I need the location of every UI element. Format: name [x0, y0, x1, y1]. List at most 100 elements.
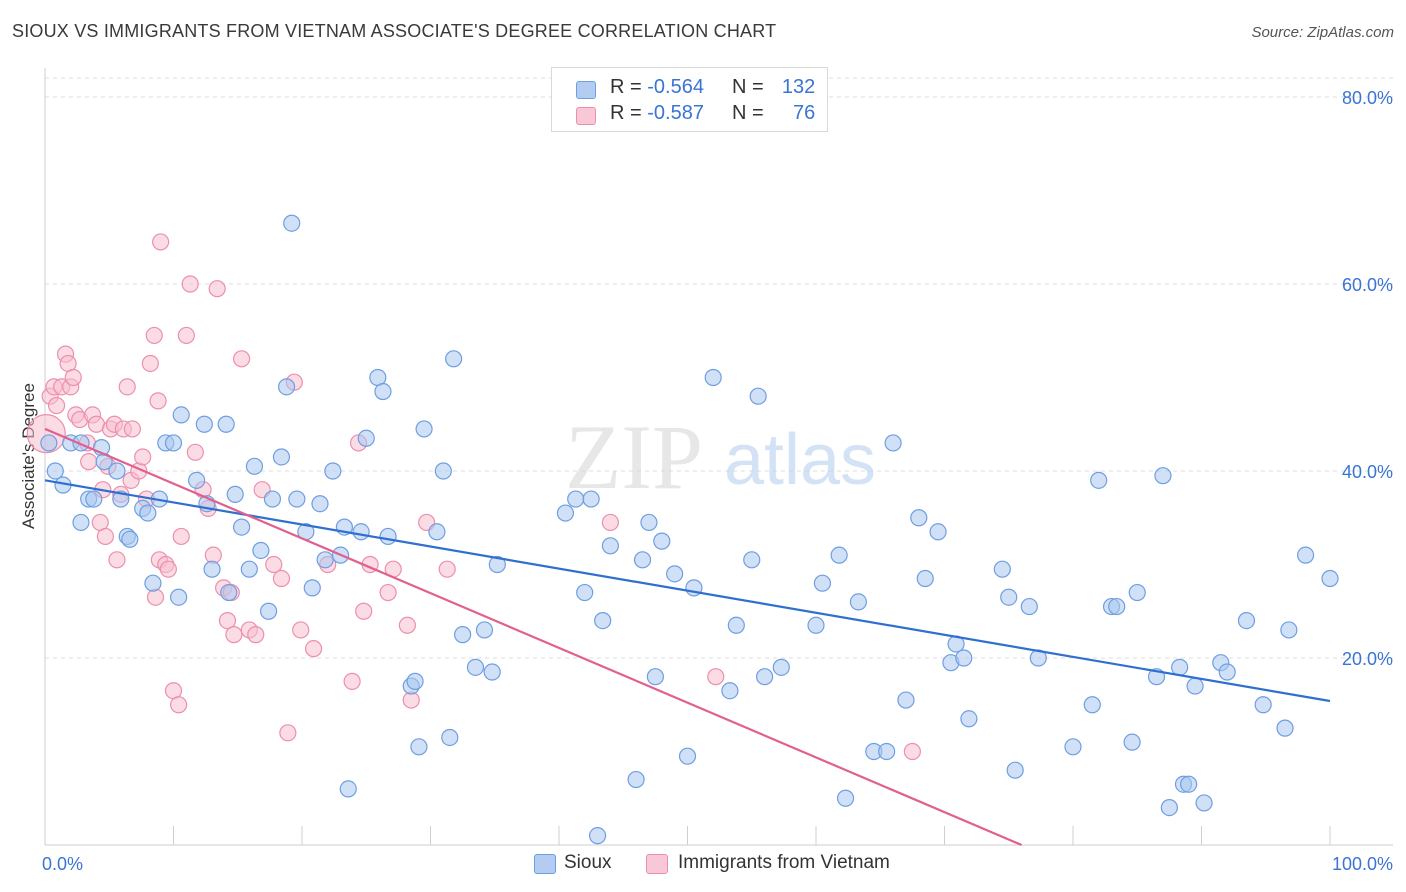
sioux-point — [727, 616, 745, 634]
vietnam-point — [181, 275, 199, 293]
sioux-point — [1237, 611, 1256, 630]
sioux-point — [220, 583, 238, 602]
vietnam-point — [355, 602, 373, 620]
chart-title: SIOUX VS IMMIGRANTS FROM VIETNAM ASSOCIA… — [12, 21, 777, 41]
vietnam-point — [304, 640, 323, 658]
vietnam-point — [64, 368, 82, 387]
r-stat-vietnam: R = -0.587 — [610, 102, 704, 124]
legend-swatch-sioux — [534, 854, 556, 874]
sioux-point — [263, 490, 282, 508]
sioux-point — [415, 420, 433, 438]
sioux-point — [272, 448, 291, 466]
sioux-point — [1186, 677, 1204, 695]
vietnam-point — [149, 392, 167, 410]
trend-line-sioux — [44, 479, 1331, 703]
sioux-point — [910, 509, 928, 527]
vietnam-point — [108, 551, 126, 569]
sioux-point — [721, 682, 739, 700]
sioux-point — [960, 710, 978, 728]
vietnam-point — [707, 668, 725, 686]
sioux-point — [1083, 696, 1101, 714]
sioux-point — [374, 382, 392, 401]
vietnam-point — [134, 448, 152, 466]
vietnam-point — [601, 513, 620, 532]
sioux-point — [121, 530, 139, 548]
sioux-point — [172, 406, 190, 424]
sioux-point — [339, 780, 357, 798]
sioux-point — [410, 738, 428, 756]
sioux-point — [582, 490, 600, 508]
n-stat-sioux: N = 132 — [732, 76, 816, 98]
sioux-point — [1020, 597, 1038, 616]
sioux-point — [588, 827, 607, 845]
vietnam-point — [177, 326, 195, 345]
sioux-point — [164, 434, 183, 452]
sioux-point — [475, 621, 494, 639]
vietnam-point — [272, 569, 291, 588]
vietnam-point — [146, 588, 165, 606]
vietnam-point — [118, 378, 136, 396]
series-sioux — [40, 214, 1339, 845]
stats-legend: R = -0.564 N = 132 R = -0.587 N = 76 — [551, 67, 828, 132]
sioux-point — [955, 649, 973, 667]
sioux-point — [283, 214, 301, 232]
sioux-point — [1006, 761, 1024, 779]
vietnam-point — [438, 560, 456, 578]
vietnam-point — [152, 233, 170, 251]
sioux-point — [445, 350, 463, 368]
trend-lines — [44, 427, 1331, 847]
sioux-point — [755, 668, 774, 686]
vietnam-swatch — [576, 107, 596, 125]
sioux-point — [1195, 794, 1213, 812]
vietnam-point — [172, 527, 190, 546]
sioux-point — [1321, 569, 1339, 588]
legend-label-sioux: Sioux — [564, 852, 612, 873]
sioux-point — [1090, 471, 1108, 489]
vietnam-point — [265, 555, 283, 574]
sioux-point — [704, 368, 722, 387]
sioux-point — [627, 770, 645, 789]
sioux-point — [240, 560, 258, 578]
x-tick-label: 0.0% — [42, 854, 83, 874]
sioux-point — [316, 551, 334, 569]
sioux-point — [849, 593, 868, 611]
vietnam-point — [225, 626, 243, 644]
sioux-point — [357, 429, 375, 447]
sioux-point — [1218, 663, 1236, 681]
sioux-point — [245, 457, 264, 475]
vietnam-point — [208, 280, 226, 298]
sioux-point — [653, 532, 671, 550]
sioux-point — [72, 513, 90, 532]
sioux-point — [1123, 733, 1141, 751]
y-tick-label: 40.0% — [1342, 462, 1393, 482]
sioux-point — [1154, 467, 1172, 485]
vietnam-point — [145, 326, 163, 345]
watermark-atlas: atlas — [724, 420, 876, 500]
sioux-point — [108, 462, 126, 480]
vietnam-point — [80, 453, 98, 471]
sioux-point — [640, 513, 658, 532]
sioux-point — [836, 789, 855, 807]
vietnam-point — [186, 443, 204, 461]
sioux-point — [1128, 583, 1146, 602]
vietnam-point — [398, 616, 416, 634]
vietnam-point — [343, 672, 361, 690]
sioux-point — [601, 537, 620, 555]
sioux-point — [743, 551, 761, 569]
sioux-point — [488, 555, 506, 574]
sioux-point — [993, 560, 1011, 578]
sioux-point — [288, 490, 306, 508]
y-tick-labels: 20.0% 40.0% 60.0% 80.0% — [1342, 88, 1393, 669]
sioux-point — [1296, 546, 1315, 564]
legend-swatch-vietnam — [646, 854, 668, 874]
sioux-point — [1254, 696, 1272, 714]
sioux-point — [1280, 621, 1298, 639]
sioux-point — [195, 415, 213, 433]
sioux-point — [878, 742, 896, 761]
sioux-point — [813, 574, 832, 592]
sioux-point — [252, 541, 270, 560]
sioux-point — [1180, 775, 1198, 793]
vietnam-point — [47, 396, 66, 415]
vietnam-point — [379, 583, 397, 602]
